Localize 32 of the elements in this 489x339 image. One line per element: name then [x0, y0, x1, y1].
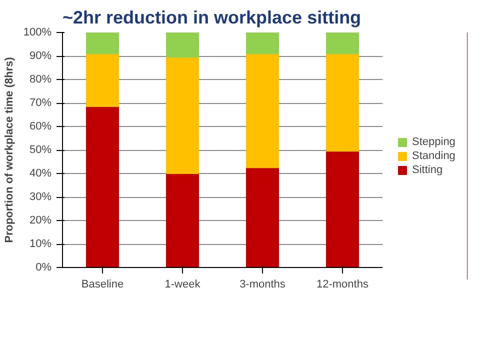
y-tick-label: 50% — [29, 144, 52, 156]
y-tick-label: 80% — [29, 74, 52, 86]
y-tick-label: 40% — [29, 168, 52, 180]
chart-title: ~2hr reduction in workplace sitting — [62, 8, 362, 28]
y-tick-label: 100% — [23, 26, 52, 38]
y-tick-label: 20% — [29, 214, 52, 226]
x-tick-label: Baseline — [81, 278, 124, 290]
y-tick-label: 90% — [29, 50, 52, 62]
bar — [246, 32, 279, 54]
bar — [326, 32, 359, 54]
x-tick-label: 3-months — [240, 278, 286, 290]
y-tick-label: 60% — [29, 120, 52, 132]
bar — [86, 32, 119, 54]
y-tick-label: 10% — [29, 238, 52, 250]
legend-label: Stepping — [412, 136, 456, 148]
bar — [166, 56, 199, 174]
y-axis-title: Proportion of workplace time (8hrs) — [3, 56, 16, 243]
x-tick-label: 1-week — [164, 278, 201, 290]
bar — [166, 173, 199, 268]
bar — [246, 167, 279, 268]
x-tick-label: 12-months — [316, 278, 369, 290]
y-tick-label: 70% — [29, 97, 52, 109]
bar — [246, 53, 279, 168]
y-tick-label: 30% — [29, 191, 52, 203]
bar — [166, 32, 199, 58]
legend-label: Sitting — [412, 164, 443, 176]
y-tick-label: 0% — [36, 262, 52, 274]
bar — [326, 150, 359, 268]
bar — [86, 106, 119, 268]
bar — [326, 53, 359, 152]
bar — [86, 53, 119, 108]
legend-label: Standing — [412, 150, 456, 162]
